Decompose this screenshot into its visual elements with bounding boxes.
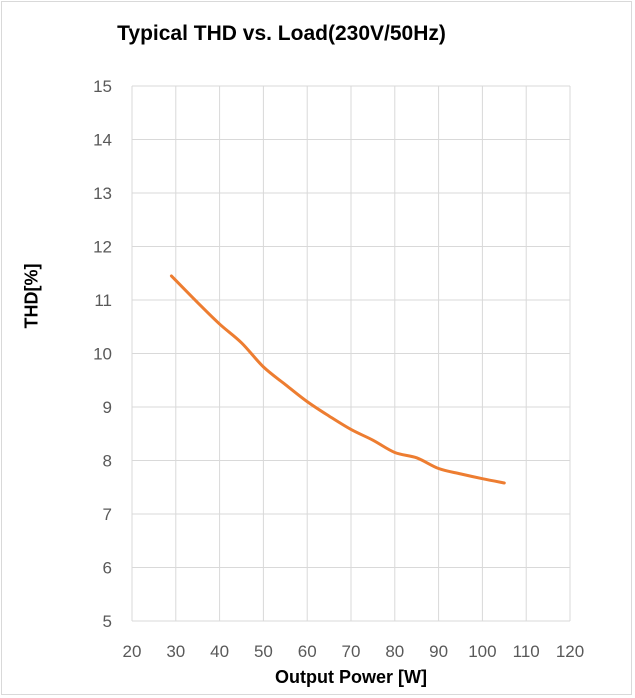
x-tick-label-40: 40 <box>210 642 229 661</box>
series-line-0 <box>169 274 506 485</box>
y-tick-label-5: 5 <box>103 612 112 631</box>
y-tick-label-11: 11 <box>94 291 112 310</box>
x-tick-label-30: 30 <box>166 642 185 661</box>
y-tick-label-8: 8 <box>103 452 112 471</box>
y-tick-label-7: 7 <box>103 505 112 524</box>
x-axis-label: Output Power [W] <box>275 667 427 687</box>
x-tick-label-80: 80 <box>385 642 404 661</box>
x-tick-label-60: 60 <box>298 642 317 661</box>
x-tick-label-110: 110 <box>513 642 540 661</box>
chart-title: Typical THD vs. Load(230V/50Hz) <box>117 22 446 45</box>
y-tick-label-15: 15 <box>93 77 112 96</box>
x-tick-label-90: 90 <box>429 642 448 661</box>
y-tick-label-10: 10 <box>93 345 112 364</box>
x-tick-label-70: 70 <box>342 642 361 661</box>
x-tick-label-120: 120 <box>556 642 584 661</box>
x-tick-label-20: 20 <box>123 642 142 661</box>
series-layer <box>169 274 506 485</box>
y-tick-label-9: 9 <box>103 398 112 417</box>
y-tick-label-12: 12 <box>93 238 112 257</box>
grid-lines <box>131 85 571 622</box>
tick-labels: 5 6 7 8 9 10 11 12 13 14 15 20 30 40 50 60 70 80 90 100 110 1… <box>93 77 584 661</box>
y-tick-label-13: 13 <box>93 184 112 203</box>
y-tick-label-6: 6 <box>103 559 112 578</box>
y-tick-label-14: 14 <box>93 131 112 150</box>
x-tick-label-100: 100 <box>468 642 496 661</box>
x-tick-label-50: 50 <box>254 642 273 661</box>
